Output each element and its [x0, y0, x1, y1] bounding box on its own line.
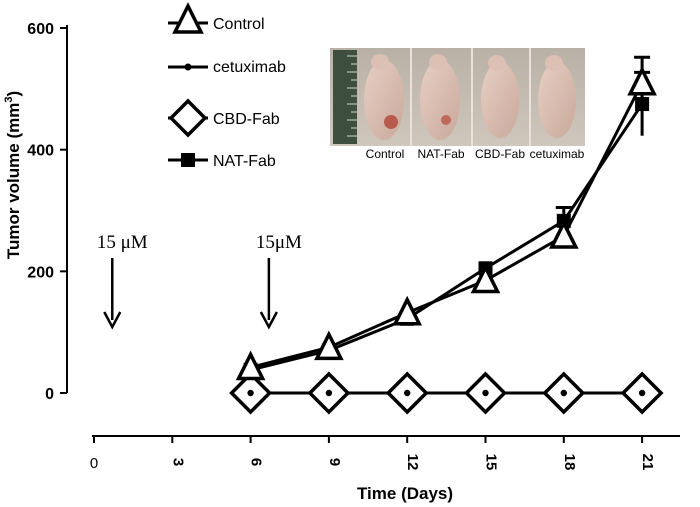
inset-label: NAT-Fab	[417, 147, 464, 161]
y-ticks: 0 200 400 600	[27, 21, 67, 403]
point-cetuximab	[325, 389, 333, 397]
legend-item-nat-fab: NAT-Fab	[168, 153, 276, 170]
y-axis-label: Tumor volume (mm3)	[3, 91, 23, 259]
mouse-image-control	[364, 54, 404, 140]
annotation-arrow-head	[103, 311, 122, 330]
point-cetuximab	[560, 389, 567, 397]
annotation-label: 15 μM	[97, 232, 148, 253]
point-cetuximab	[482, 389, 489, 397]
inset-label: CBD-Fab	[475, 147, 525, 161]
x-tick-label: 9	[326, 458, 343, 466]
point-cetuximab	[404, 389, 411, 397]
legend-label-cetuximab: cetuximab	[213, 59, 286, 76]
y-tick-label: 600	[27, 21, 54, 38]
y-tick-label: 0	[45, 386, 54, 403]
legend-label-nat-fab: NAT-Fab	[213, 153, 276, 170]
point-control	[314, 330, 344, 361]
mice-photo-inset: Control NAT-Fab CBD-Fab cetuximab	[330, 48, 585, 161]
x-tick-label: 12	[404, 454, 421, 471]
mouse-image-cetuximab	[538, 55, 576, 138]
x-axis-label: Time (Days)	[357, 484, 453, 503]
legend-item-cetuximab: cetuximab	[168, 59, 286, 76]
legend: Control cetuximab CBD-Fab NAT-Fab	[168, 2, 286, 170]
mouse-image-nat-fab	[420, 54, 460, 140]
series-line-control	[250, 82, 644, 369]
legend-item-control: Control	[168, 2, 265, 34]
inset-photo-labels: Control NAT-Fab CBD-Fab cetuximab	[366, 147, 585, 161]
annotation-arrow-head	[259, 311, 278, 330]
point-cetuximab	[638, 389, 646, 397]
annotation-label: 15μM	[256, 232, 302, 253]
x-tick-label: 18	[561, 454, 578, 471]
inset-label: Control	[366, 147, 405, 161]
y-tick-label: 200	[27, 264, 54, 281]
x-tick-label: 21	[639, 454, 656, 471]
y-tick-label: 400	[27, 143, 54, 160]
point-control	[627, 65, 657, 96]
x-tick-label: 6	[248, 458, 265, 466]
x-tick-label: 3	[169, 458, 186, 466]
series-line-nat-fab	[250, 103, 644, 372]
point-control	[392, 295, 423, 326]
x-tick-label: 15	[483, 454, 500, 471]
legend-item-cbd-fab: CBD-Fab	[168, 98, 280, 138]
treatment-annotations: 15 μM 15μM	[97, 232, 302, 330]
y-axis-label-sup: 3	[3, 97, 15, 103]
y-axis-label-main: Tumor volume (mm	[4, 103, 23, 259]
point-control	[470, 263, 501, 294]
point-cetuximab	[247, 389, 254, 397]
x-tick-label: 0	[90, 455, 98, 472]
point-control	[235, 350, 266, 381]
mouse-image-cbd-fab	[481, 55, 519, 138]
series-layer	[229, 55, 664, 415]
y-axis-label-close: )	[4, 91, 23, 97]
x-ticks: 0 3 6 9 12 15 18 21	[90, 436, 656, 472]
legend-label-cbd-fab: CBD-Fab	[213, 111, 280, 128]
inset-label: cetuximab	[530, 147, 585, 161]
legend-label-control: Control	[213, 16, 265, 33]
point-control	[548, 219, 579, 249]
